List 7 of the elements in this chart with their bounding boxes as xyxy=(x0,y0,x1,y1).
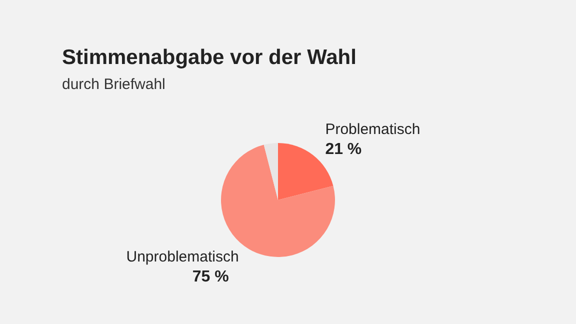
data-label: 75 % xyxy=(192,268,229,286)
pie-slice xyxy=(264,143,278,200)
slice-label: Unproblematisch xyxy=(126,248,239,266)
slice-label: Problematisch xyxy=(325,121,420,138)
chart-subtitle: durch Briefwahl xyxy=(62,76,166,93)
data-label: 21 % xyxy=(325,141,362,158)
chart-title: Stimmenabgabe vor der Wahl xyxy=(62,46,356,69)
